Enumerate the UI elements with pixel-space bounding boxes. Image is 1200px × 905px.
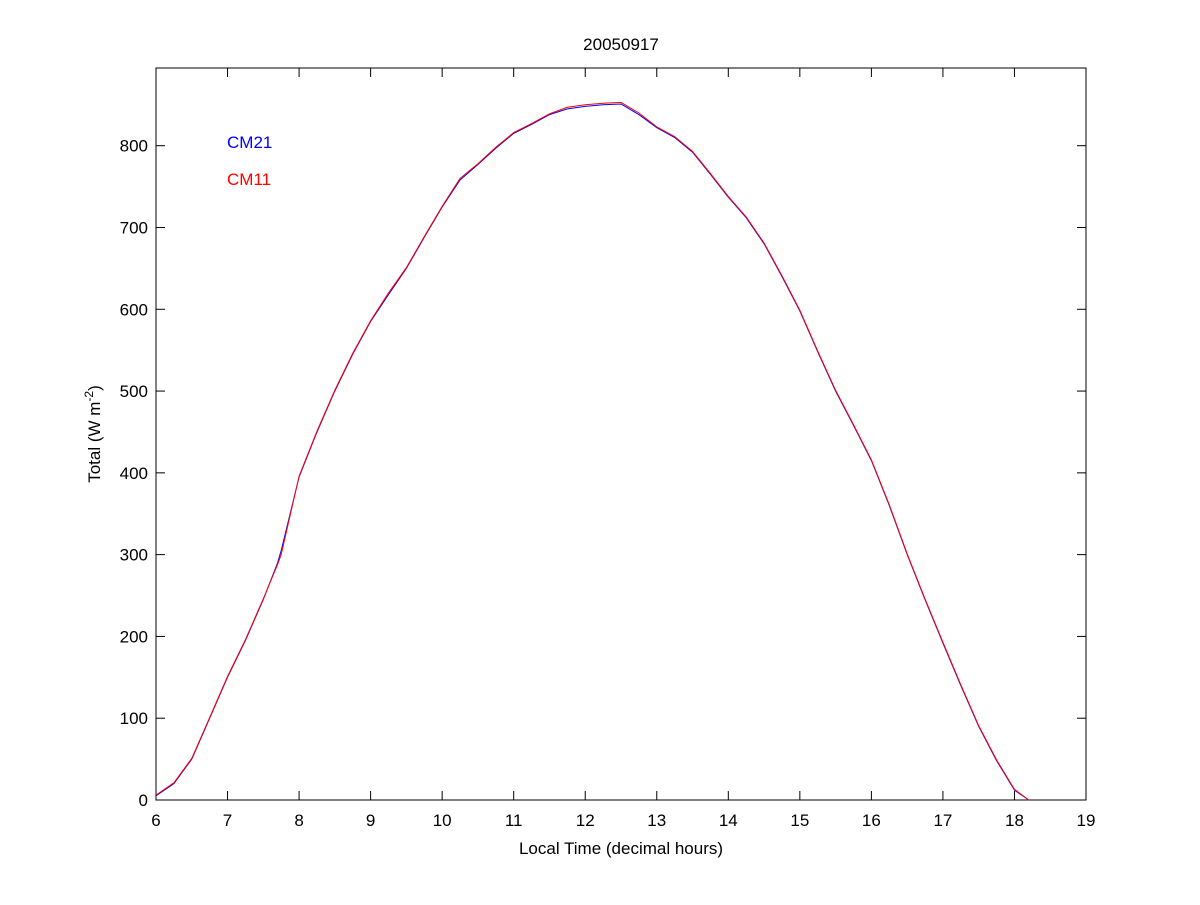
x-tick-label: 10: [433, 811, 452, 830]
y-tick-label: 500: [120, 382, 148, 401]
series-line-cm11: [155, 101, 1030, 801]
y-tick-label: 200: [120, 627, 148, 646]
y-tick-label: 300: [120, 546, 148, 565]
x-tick-label: 6: [151, 811, 160, 830]
chart-title: 20050917: [583, 35, 659, 54]
x-tick-label: 16: [862, 811, 881, 830]
y-tick-label: 600: [120, 300, 148, 319]
y-tick-label: 800: [120, 137, 148, 156]
x-tick-label: 13: [647, 811, 666, 830]
x-tick-label: 9: [366, 811, 375, 830]
y-axis-label: Total (W m-2): [82, 385, 104, 483]
y-axis-label-sup: -2: [82, 391, 96, 402]
x-tick-label: 8: [294, 811, 303, 830]
y-tick-label: 0: [139, 791, 148, 810]
y-tick-label: 400: [120, 464, 148, 483]
x-tick-label: 19: [1077, 811, 1096, 830]
x-axis-label: Local Time (decimal hours): [519, 839, 723, 858]
x-tick-label: 12: [576, 811, 595, 830]
legend-cm11: CM11: [227, 170, 271, 189]
legend-cm21: CM21: [227, 133, 272, 152]
x-tick-label: 17: [933, 811, 952, 830]
y-axis-label-close: ): [85, 385, 104, 391]
y-axis-label-main: Total (W m: [85, 402, 104, 483]
y-tick-label: 700: [120, 218, 148, 237]
y-tick-label: 100: [120, 709, 148, 728]
x-tick-label: 7: [223, 811, 232, 830]
x-tick-label: 14: [719, 811, 738, 830]
x-tick-label: 18: [1005, 811, 1024, 830]
x-tick-label: 11: [505, 811, 523, 830]
plot-area: [155, 67, 1087, 801]
x-tick-label: 15: [790, 811, 809, 830]
